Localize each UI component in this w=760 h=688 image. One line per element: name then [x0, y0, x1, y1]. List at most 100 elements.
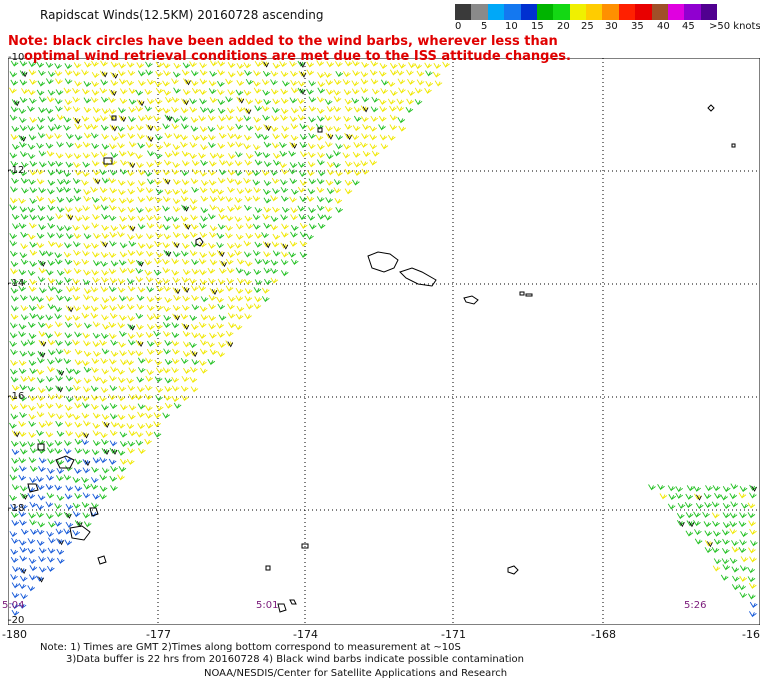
- wind-barb: [100, 96, 109, 103]
- wind-barb: [172, 144, 181, 151]
- wind-barb: [261, 169, 270, 177]
- wind-barb: [216, 322, 224, 329]
- wind-barb: [144, 170, 153, 177]
- wind-barb: [146, 98, 155, 105]
- wind-barb: [333, 162, 341, 169]
- wind-barb: [117, 278, 126, 285]
- wind-barb: [127, 132, 136, 140]
- wind-barb: [353, 161, 361, 168]
- wind-barb: [29, 261, 37, 268]
- contaminated-wind-barb: [57, 386, 64, 393]
- wind-barb: [18, 269, 27, 276]
- wind-barb: [74, 447, 83, 454]
- wind-barb: [82, 161, 91, 168]
- wind-barb: [731, 540, 739, 547]
- wind-barb: [333, 96, 342, 103]
- colorbar-label: 45: [682, 21, 695, 32]
- wind-barb: [299, 142, 308, 149]
- wind-barb: [45, 501, 54, 508]
- wind-barb: [46, 531, 54, 538]
- wind-barb: [254, 159, 263, 166]
- wind-barb: [252, 195, 261, 202]
- wind-barb: [56, 557, 65, 564]
- wind-barb: [189, 98, 197, 105]
- wind-barb: [333, 78, 342, 86]
- wind-barb: [36, 511, 44, 518]
- wind-barb: [146, 243, 154, 250]
- wind-barb: [162, 267, 171, 274]
- wind-barb: [162, 330, 171, 338]
- wind-barb: [308, 223, 317, 230]
- colorbar-swatch: [684, 4, 701, 20]
- wind-barb: [316, 204, 325, 212]
- wind-barb: [245, 98, 254, 105]
- wind-barb: [54, 357, 63, 364]
- wind-barb: [390, 90, 398, 97]
- wind-barb: [128, 430, 137, 437]
- wind-barb: [137, 142, 145, 149]
- wind-barb: [90, 96, 99, 104]
- wind-barb: [90, 312, 99, 319]
- wind-barb: [227, 169, 236, 176]
- wind-barb: [47, 197, 56, 205]
- wind-barb: [127, 440, 136, 447]
- wind-barb: [396, 98, 405, 105]
- wind-barb: [711, 547, 720, 554]
- wind-barb: [217, 195, 226, 202]
- wind-barb: [371, 150, 380, 157]
- wind-barb: [208, 134, 216, 141]
- wind-barb: [684, 502, 693, 509]
- wind-barb: [74, 331, 82, 338]
- wind-barb: [344, 179, 353, 187]
- wind-barb: [739, 592, 748, 599]
- wind-barb: [126, 295, 134, 302]
- island-coastline: [301, 543, 309, 549]
- wind-barb: [110, 260, 119, 267]
- wind-barb: [91, 251, 100, 258]
- wind-barb: [91, 449, 100, 456]
- wind-barb: [344, 105, 353, 113]
- wind-barb: [180, 134, 188, 141]
- wind-barb: [146, 78, 155, 86]
- wind-barb: [126, 377, 134, 384]
- wind-barb: [729, 528, 737, 535]
- wind-barb: [191, 168, 200, 175]
- wind-barb: [65, 141, 74, 148]
- colorbar-label: 15: [531, 21, 544, 32]
- wind-barb: [189, 198, 198, 205]
- map-frame: [8, 58, 760, 625]
- wind-barb: [732, 575, 740, 582]
- wind-barb: [9, 87, 17, 94]
- island-coastline: [27, 483, 39, 493]
- wind-barb: [28, 431, 37, 439]
- contaminated-wind-barb: [39, 351, 46, 358]
- wind-barb: [38, 556, 46, 563]
- wind-barb: [73, 232, 82, 240]
- wind-barb: [685, 512, 694, 519]
- wind-barb: [189, 106, 198, 113]
- wind-barb: [81, 170, 90, 178]
- wind-barb: [10, 376, 19, 383]
- wind-barb: [29, 519, 37, 526]
- wind-barb: [56, 269, 65, 277]
- wind-barb: [199, 231, 208, 239]
- wind-barb: [155, 232, 163, 239]
- wind-barb: [190, 125, 199, 132]
- wind-barb: [9, 240, 18, 247]
- wind-barb: [155, 386, 164, 394]
- wind-barb: [127, 258, 136, 265]
- wind-barb: [262, 258, 270, 266]
- wind-barb: [171, 358, 180, 365]
- wind-barb: [190, 70, 199, 77]
- wind-barb: [63, 358, 72, 365]
- wind-barb: [344, 188, 353, 195]
- wind-barb: [397, 117, 406, 124]
- wind-barb: [236, 80, 245, 87]
- wind-barb: [343, 143, 351, 150]
- wind-barb: [261, 105, 270, 112]
- colorbar-swatch: [618, 4, 636, 20]
- wind-barb: [171, 376, 179, 383]
- wind-barb: [199, 126, 208, 133]
- contaminated-wind-barb: [21, 71, 28, 78]
- wind-barb: [109, 159, 118, 166]
